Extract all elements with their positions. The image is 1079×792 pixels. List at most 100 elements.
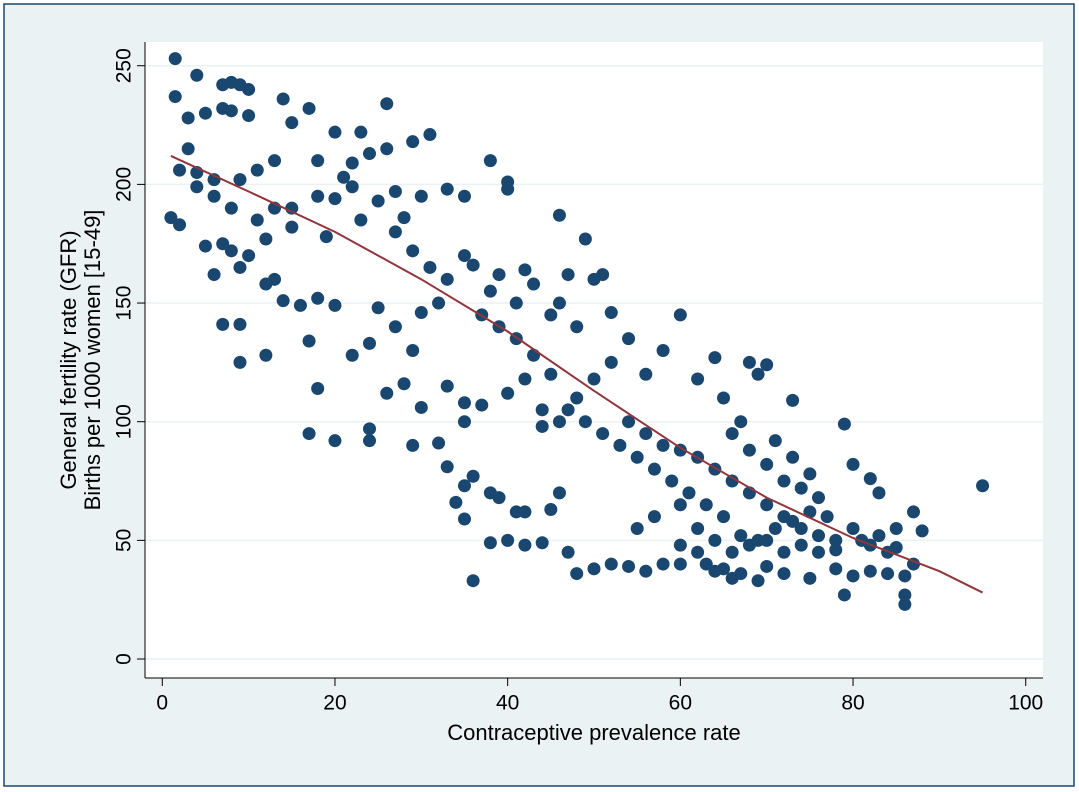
point — [501, 533, 515, 547]
point — [414, 306, 428, 320]
point — [803, 467, 817, 481]
point — [596, 268, 610, 282]
point — [742, 443, 756, 457]
point — [414, 400, 428, 414]
point — [233, 317, 247, 331]
point — [345, 156, 359, 170]
point — [604, 306, 618, 320]
point — [561, 545, 575, 559]
point — [483, 284, 497, 298]
y-tick-label: 250 — [113, 48, 136, 83]
point — [734, 567, 748, 581]
point — [423, 260, 437, 274]
point — [518, 372, 532, 386]
point — [889, 540, 903, 554]
point — [311, 381, 325, 395]
point — [250, 213, 264, 227]
point — [457, 512, 471, 526]
point — [242, 82, 256, 96]
point — [734, 415, 748, 429]
point — [397, 211, 411, 225]
point — [423, 128, 437, 142]
point — [604, 557, 618, 571]
point — [302, 334, 316, 348]
point — [725, 545, 739, 559]
y-tick-label: 100 — [113, 404, 136, 439]
point — [863, 564, 877, 578]
point — [345, 180, 359, 194]
point — [708, 533, 722, 547]
point — [406, 135, 420, 149]
point — [622, 415, 636, 429]
point — [224, 244, 238, 258]
point — [475, 398, 489, 412]
point — [639, 367, 653, 381]
point — [250, 163, 264, 177]
point — [527, 348, 541, 362]
point — [760, 358, 774, 372]
point — [708, 351, 722, 365]
point — [846, 569, 860, 583]
point — [440, 379, 454, 393]
point — [457, 189, 471, 203]
point — [699, 498, 713, 512]
point — [518, 505, 532, 519]
point — [457, 249, 471, 263]
x-tick-label: 60 — [669, 692, 692, 715]
point — [432, 296, 446, 310]
point — [725, 427, 739, 441]
point — [717, 391, 731, 405]
point — [388, 225, 402, 239]
point — [371, 194, 385, 208]
point — [509, 296, 523, 310]
point — [173, 163, 187, 177]
point — [492, 491, 506, 505]
point — [544, 308, 558, 322]
point — [777, 567, 791, 581]
point — [302, 101, 316, 115]
point — [846, 521, 860, 535]
point — [483, 536, 497, 550]
point — [639, 564, 653, 578]
point — [915, 524, 929, 538]
point — [233, 260, 247, 274]
point — [768, 434, 782, 448]
point — [440, 182, 454, 196]
point — [604, 355, 618, 369]
scatter-points — [164, 52, 990, 611]
point — [717, 562, 731, 576]
point — [406, 244, 420, 258]
point — [691, 545, 705, 559]
point — [673, 538, 687, 552]
point — [872, 529, 886, 543]
point — [570, 320, 584, 334]
point — [224, 104, 238, 118]
point — [794, 481, 808, 495]
point — [682, 486, 696, 500]
point — [673, 308, 687, 322]
point — [544, 367, 558, 381]
point — [492, 268, 506, 282]
point — [371, 301, 385, 315]
point — [380, 97, 394, 111]
point — [285, 116, 299, 130]
plot-area — [145, 42, 1043, 678]
point — [388, 185, 402, 199]
point — [449, 495, 463, 509]
point — [552, 486, 566, 500]
point — [466, 258, 480, 272]
y-tick-label: 0 — [113, 653, 136, 665]
point — [319, 230, 333, 244]
point — [242, 109, 256, 123]
point — [440, 460, 454, 474]
point — [760, 559, 774, 573]
point — [829, 562, 843, 576]
point — [535, 403, 549, 417]
point — [216, 317, 230, 331]
point — [898, 588, 912, 602]
point — [268, 272, 282, 286]
point — [898, 597, 912, 611]
point — [656, 344, 670, 358]
point — [786, 450, 800, 464]
point — [259, 232, 273, 246]
